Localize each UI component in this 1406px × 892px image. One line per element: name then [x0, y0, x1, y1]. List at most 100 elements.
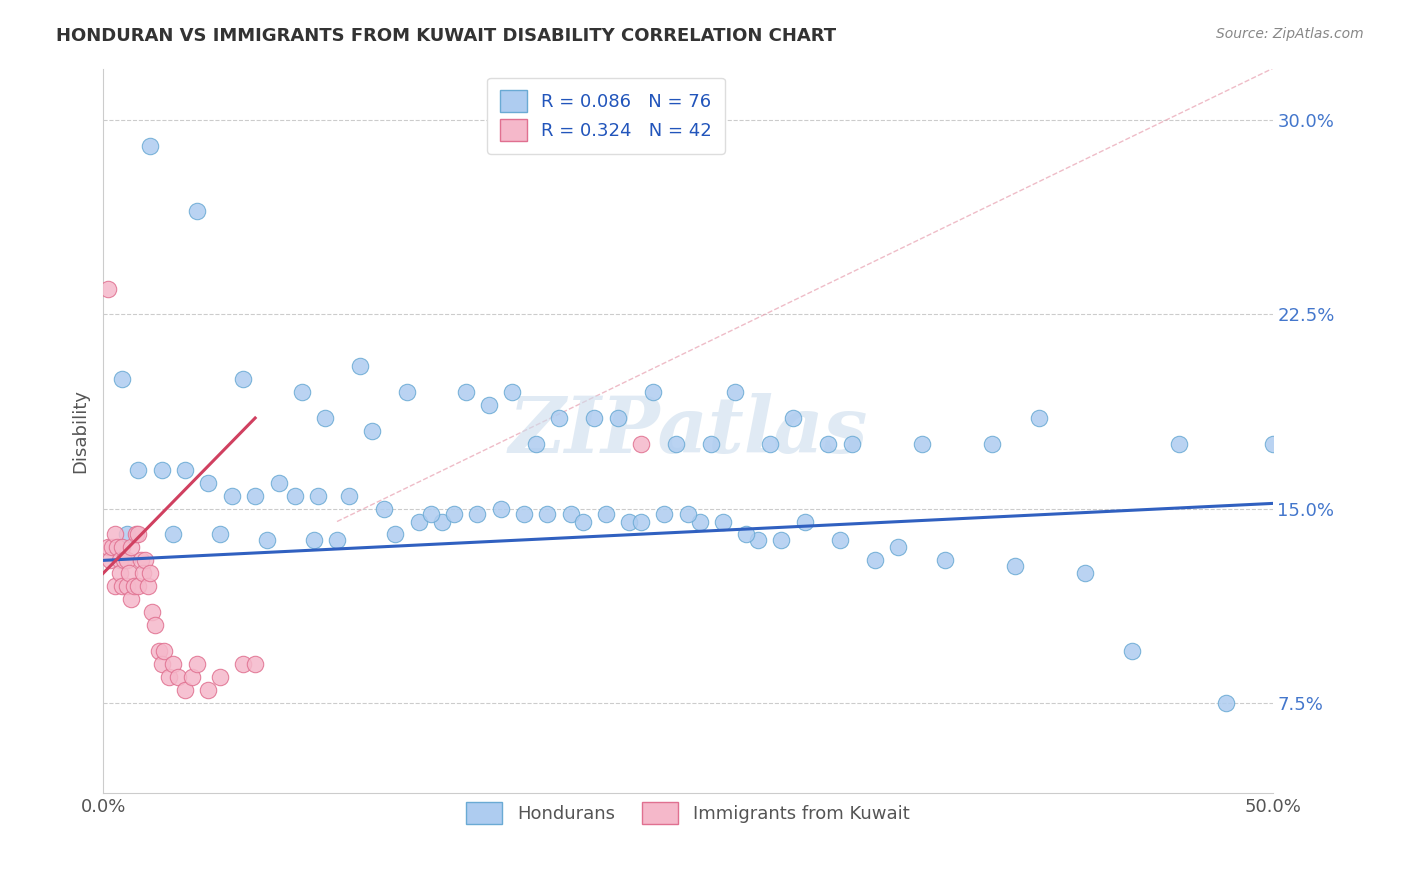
Point	[1261, 437, 1284, 451]
Point	[243, 657, 266, 671]
Point	[129, 553, 152, 567]
Point	[619, 515, 641, 529]
Point	[97, 281, 120, 295]
Point	[232, 657, 254, 671]
Point	[863, 553, 886, 567]
Text: HONDURAN VS IMMIGRANTS FROM KUWAIT DISABILITY CORRELATION CHART: HONDURAN VS IMMIGRANTS FROM KUWAIT DISAB…	[56, 27, 837, 45]
Point	[723, 385, 745, 400]
Point	[115, 579, 138, 593]
Point	[186, 203, 208, 218]
Point	[157, 670, 180, 684]
Point	[782, 411, 804, 425]
Point	[630, 437, 652, 451]
Point	[1028, 411, 1050, 425]
Point	[536, 507, 558, 521]
Point	[1074, 566, 1097, 581]
Point	[256, 533, 278, 547]
Point	[1215, 696, 1237, 710]
Point	[174, 463, 197, 477]
Point	[513, 507, 536, 521]
Point	[1121, 644, 1143, 658]
Point	[641, 385, 664, 400]
Point	[711, 515, 734, 529]
Point	[934, 553, 956, 567]
Point	[111, 372, 134, 386]
Point	[122, 579, 145, 593]
Y-axis label: Disability: Disability	[72, 389, 89, 473]
Point	[501, 385, 523, 400]
Point	[127, 463, 149, 477]
Point	[186, 657, 208, 671]
Point	[97, 541, 120, 555]
Point	[167, 670, 190, 684]
Point	[143, 618, 166, 632]
Point	[326, 533, 349, 547]
Point	[118, 566, 141, 581]
Point	[98, 553, 121, 567]
Point	[209, 670, 232, 684]
Point	[153, 644, 176, 658]
Point	[595, 507, 617, 521]
Point	[689, 515, 711, 529]
Point	[111, 579, 134, 593]
Point	[373, 501, 395, 516]
Point	[112, 553, 135, 567]
Point	[361, 424, 384, 438]
Point	[291, 385, 314, 400]
Point	[758, 437, 780, 451]
Point	[560, 507, 582, 521]
Point	[197, 475, 219, 490]
Point	[408, 515, 430, 529]
Point	[384, 527, 406, 541]
Point	[700, 437, 723, 451]
Point	[111, 541, 134, 555]
Point	[465, 507, 488, 521]
Point	[127, 579, 149, 593]
Point	[443, 507, 465, 521]
Text: ZIPatlas: ZIPatlas	[508, 392, 868, 469]
Point	[911, 437, 934, 451]
Point	[267, 475, 290, 490]
Point	[150, 657, 173, 671]
Point	[676, 507, 699, 521]
Point	[105, 541, 128, 555]
Point	[571, 515, 593, 529]
Point	[127, 527, 149, 541]
Point	[793, 515, 815, 529]
Point	[284, 489, 307, 503]
Point	[115, 527, 138, 541]
Point	[197, 682, 219, 697]
Point	[104, 527, 127, 541]
Point	[148, 644, 170, 658]
Point	[1168, 437, 1191, 451]
Point	[120, 592, 142, 607]
Point	[841, 437, 863, 451]
Point	[548, 411, 571, 425]
Point	[337, 489, 360, 503]
Point	[349, 359, 371, 374]
Point	[139, 566, 162, 581]
Point	[307, 489, 329, 503]
Text: Source: ZipAtlas.com: Source: ZipAtlas.com	[1216, 27, 1364, 41]
Point	[243, 489, 266, 503]
Point	[630, 515, 652, 529]
Point	[139, 139, 162, 153]
Point	[606, 411, 628, 425]
Point	[150, 463, 173, 477]
Point	[454, 385, 477, 400]
Point	[817, 437, 839, 451]
Point	[125, 527, 148, 541]
Point	[181, 670, 204, 684]
Point	[108, 553, 131, 567]
Point	[232, 372, 254, 386]
Point	[770, 533, 793, 547]
Legend: Hondurans, Immigrants from Kuwait: Hondurans, Immigrants from Kuwait	[456, 791, 920, 835]
Point	[302, 533, 325, 547]
Point	[104, 579, 127, 593]
Point	[209, 527, 232, 541]
Point	[1004, 558, 1026, 573]
Point	[108, 566, 131, 581]
Point	[524, 437, 547, 451]
Point	[141, 605, 163, 619]
Point	[162, 527, 184, 541]
